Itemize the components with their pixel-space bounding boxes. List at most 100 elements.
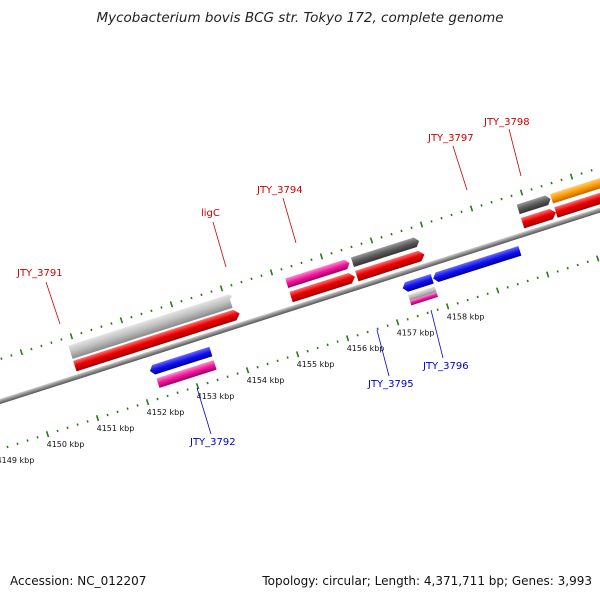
reverse-tick-mark: [256, 365, 259, 369]
kbp-tick-label: 4149 kbp: [0, 456, 34, 465]
reverse-tick-mark: [45, 430, 50, 438]
genome-backbone: [0, 133, 600, 413]
gene-bar-jty3795[interactable]: [401, 274, 434, 293]
forward-tick-mark: [350, 245, 353, 249]
reverse-tick-mark: [395, 319, 400, 326]
gene-bar-jty3797[interactable]: [520, 207, 558, 229]
forward-tick-mark: [230, 283, 233, 287]
reverse-tick-mark: [456, 302, 459, 305]
reverse-tick-mark: [106, 413, 109, 417]
reverse-tick-mark: [506, 286, 509, 289]
gene-bar-jty3794[interactable]: [355, 249, 426, 282]
reverse-tick-mark: [406, 317, 409, 321]
gene-bar-jty3798-outer[interactable]: [550, 174, 600, 204]
forward-tick-mark: [530, 188, 533, 191]
gene-label-jty3794[interactable]: JTY_3794: [256, 185, 303, 244]
forward-tick-mark: [30, 347, 33, 351]
forward-tick-mark: [110, 322, 113, 325]
gene-label-ligc[interactable]: ligC: [201, 208, 227, 268]
gene-label-jty3798[interactable]: JTY_3798: [483, 117, 530, 177]
forward-tick-mark: [580, 172, 583, 175]
forward-tick-mark: [50, 341, 53, 344]
reverse-tick-mark: [6, 445, 9, 449]
forward-tick-mark: [569, 173, 574, 180]
forward-tick-mark: [430, 220, 433, 223]
gene-bar-jty3791-outer[interactable]: [68, 294, 235, 359]
reverse-tick-mark: [306, 349, 309, 353]
forward-tick-mark: [490, 200, 493, 204]
forward-tick-mark: [330, 252, 333, 255]
reverse-tick-mark: [526, 279, 529, 283]
forward-tick-mark: [190, 296, 193, 300]
gene-bar-jty3791[interactable]: [73, 308, 241, 372]
gene-bar-jty3798[interactable]: [554, 187, 600, 218]
gene-bar-jty3792-lower[interactable]: [156, 360, 217, 388]
kbp-tick-label: 4152 kbp: [147, 408, 185, 417]
gene-bar-jty3794-outer[interactable]: [350, 236, 421, 268]
forward-tick-mark: [169, 301, 174, 308]
forward-tick-mark: [410, 226, 413, 230]
gene-label-jty3797[interactable]: JTY_3797: [427, 133, 474, 191]
forward-tick-mark: [280, 267, 283, 271]
forward-tick-mark: [250, 277, 253, 281]
forward-tick-mark: [0, 357, 3, 360]
forward-tick-mark: [210, 290, 213, 293]
forward-tick-mark: [590, 169, 593, 172]
forward-tick-mark: [390, 232, 393, 236]
gene-label-text: JTY_3791: [16, 268, 63, 279]
kbp-tick-label: 4156 kbp: [347, 344, 385, 353]
forward-tick-mark: [100, 325, 103, 329]
reverse-tick-mark: [486, 292, 489, 296]
reverse-tick-mark: [536, 276, 539, 280]
forward-tick-mark: [340, 248, 343, 252]
gene-label-text: JTY_3798: [483, 117, 530, 128]
reverse-tick-mark: [495, 287, 500, 294]
reverse-tick-mark: [445, 303, 450, 310]
forward-tick-mark: [200, 293, 203, 297]
reverse-tick-mark: [336, 340, 339, 343]
gene-label-jty3792[interactable]: JTY_3792: [189, 387, 236, 448]
reverse-tick-mark: [326, 343, 329, 347]
reverse-tick-mark: [145, 399, 150, 406]
gene-bar-ligc-outer[interactable]: [285, 258, 351, 289]
gene-bar-ligc[interactable]: [289, 271, 356, 303]
reverse-tick-mark: [286, 356, 289, 359]
kbp-label-row: 4149 kbp 4150 kbp 4151 kbp 4152 kbp 4153 kbp…: [0, 312, 484, 465]
gene-bar-jty3795-pink[interactable]: [409, 292, 438, 306]
reverse-tick-mark: [376, 327, 379, 331]
gene-label-jty3791[interactable]: JTY_3791: [16, 268, 63, 325]
gene-label-text: JTY_3795: [367, 379, 414, 390]
forward-tick-mark: [519, 189, 524, 196]
gene-bar-jty3796[interactable]: [432, 246, 522, 283]
reverse-tick-mark: [195, 383, 200, 390]
reverse-tick-mark: [576, 263, 579, 267]
forward-tick-mark: [269, 269, 274, 276]
reverse-tick-mark: [556, 270, 559, 273]
reverse-tick-mark: [345, 335, 350, 342]
reverse-tick-mark: [66, 426, 69, 430]
gene-label-text: JTY_3796: [422, 361, 469, 372]
reverse-tick-mark: [136, 404, 139, 407]
forward-tick-mark: [180, 299, 183, 303]
gene-bar-jty3795-gray[interactable]: [407, 286, 437, 301]
forward-tick-mark: [69, 333, 74, 340]
reverse-tick-mark: [436, 308, 439, 311]
forward-tick-mark: [260, 274, 263, 277]
forward-tick-mark: [10, 354, 13, 357]
forward-tick-mark: [140, 312, 143, 316]
reverse-tick-mark: [56, 429, 59, 433]
forward-tick-mark: [319, 253, 324, 260]
kbp-tick-label: 4151 kbp: [97, 424, 135, 433]
forward-tick-mark: [469, 205, 474, 212]
gene-label-jty3795[interactable]: JTY_3795: [367, 329, 414, 390]
forward-tick-mark: [510, 194, 513, 198]
forward-tick-mark: [90, 328, 93, 332]
forward-tick-mark: [560, 178, 563, 182]
reverse-tick-mark: [186, 388, 189, 391]
gene-label-jty3796[interactable]: JTY_3796: [422, 309, 469, 372]
forward-tick-mark: [440, 216, 443, 220]
reverse-tick-mark: [95, 415, 100, 422]
gene-bar-jty3797-outer[interactable]: [516, 194, 552, 215]
page-title: Mycobacterium bovis BCG str. Tokyo 172, …: [96, 10, 504, 26]
gene-bar-jty3792[interactable]: [148, 346, 213, 376]
